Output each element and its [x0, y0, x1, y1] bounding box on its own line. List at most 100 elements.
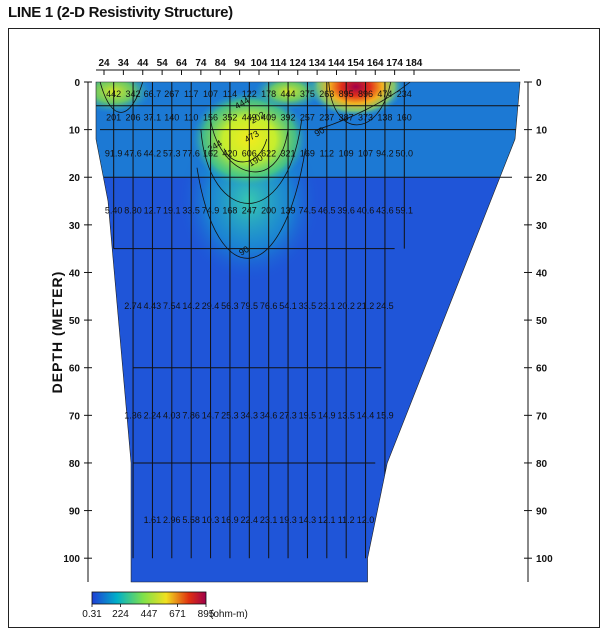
x-tick-label: 64 [176, 58, 188, 69]
cell-value: 449 [242, 113, 257, 123]
cell-value: 267 [164, 89, 179, 99]
cell-value: 352 [222, 113, 237, 123]
cell-value: 76.6 [260, 301, 278, 311]
cell-value: 34.3 [241, 410, 259, 420]
cell-value: 4.03 [163, 410, 181, 420]
cell-value: 122 [242, 89, 257, 99]
cell-value: 169 [300, 148, 315, 158]
cell-value: 107 [203, 89, 218, 99]
cell-value: 2.24 [144, 410, 162, 420]
y-tick-label-left: 0 [74, 78, 80, 89]
cell-value: 8.30 [124, 206, 142, 216]
cell-value: 622 [261, 148, 276, 158]
cell-value: 59.1 [396, 206, 414, 216]
cell-value: 112 [320, 148, 334, 158]
cell-value: 201 [106, 113, 121, 123]
cell-value: 66.7 [144, 89, 162, 99]
cell-value: 21.2 [357, 301, 375, 311]
cell-value: 23.1 [318, 301, 336, 311]
cell-value: 1.36 [124, 410, 142, 420]
y-tick-label-left: 20 [69, 173, 81, 184]
x-tick-label: 54 [157, 58, 169, 69]
colorbar-tick-label: 895 [198, 609, 215, 620]
y-axis-label: DEPTH (METER) [49, 271, 65, 394]
cell-value: 16.9 [221, 515, 239, 525]
resistivity-contour [196, 148, 306, 259]
cell-value: 178 [261, 89, 276, 99]
cell-value: 14.2 [182, 301, 200, 311]
cell-value: 50.0 [396, 148, 414, 158]
x-tick-label: 74 [195, 58, 207, 69]
cell-value: 27.3 [279, 410, 297, 420]
cell-value: 74.5 [299, 206, 317, 216]
cell-value: 44.2 [144, 148, 162, 158]
y-tick-label-right: 60 [536, 364, 548, 375]
cell-value: 4.43 [144, 301, 162, 311]
y-tick-label-left: 50 [69, 316, 81, 327]
resistivity-contour [223, 139, 268, 163]
y-tick-label-left: 70 [69, 411, 81, 422]
cell-value: 14.9 [318, 410, 336, 420]
cell-value: 7.54 [163, 301, 181, 311]
cell-value: 200 [261, 206, 276, 216]
y-tick-label-left: 30 [69, 221, 81, 232]
cell-value: 321 [281, 148, 296, 158]
y-tick-label-right: 0 [536, 78, 542, 89]
colorbar [91, 591, 207, 605]
cell-value: 5.58 [182, 515, 200, 525]
x-tick-label: 154 [348, 58, 365, 69]
resistivity-contour [99, 82, 144, 113]
cell-value: 109 [339, 148, 354, 158]
x-tick-label: 114 [270, 58, 287, 69]
cell-value: 5.40 [105, 206, 123, 216]
cell-value: 156 [203, 113, 218, 123]
y-tick-label-right: 80 [536, 459, 548, 470]
cell-value: 110 [184, 113, 198, 123]
cell-value: 237 [319, 113, 334, 123]
cell-value: 444 [281, 89, 296, 99]
cell-value: 20.2 [337, 301, 355, 311]
cell-value: 22.4 [241, 515, 259, 525]
cell-value: 23.1 [260, 515, 278, 525]
cell-value: 19.3 [279, 515, 297, 525]
resistivity-contour [210, 120, 289, 173]
colorbar-tick-label: 224 [112, 609, 129, 620]
cell-value: 24.5 [376, 301, 394, 311]
x-tick-label: 44 [137, 58, 149, 69]
y-tick-label-right: 10 [536, 126, 548, 137]
cell-value: 140 [164, 113, 179, 123]
cell-value: 57.3 [163, 148, 181, 158]
cell-value: 420 [222, 148, 237, 158]
cell-value: 74.9 [202, 206, 220, 216]
cell-value: 257 [300, 113, 315, 123]
x-tick-label: 124 [289, 58, 306, 69]
cell-value: 160 [397, 113, 412, 123]
cell-value: 10.3 [202, 515, 220, 525]
y-tick-label-left: 60 [69, 364, 81, 375]
y-tick-label-right: 30 [536, 221, 548, 232]
x-tick-label: 144 [328, 58, 345, 69]
cell-value: 13.5 [337, 410, 355, 420]
cell-value: 25.3 [221, 410, 239, 420]
x-tick-label: 134 [309, 58, 326, 69]
cell-value: 1.61 [144, 515, 162, 525]
cell-value: 162 [203, 148, 218, 158]
cell-value: 34.6 [260, 410, 278, 420]
cell-value: 896 [358, 89, 373, 99]
y-tick-label-left: 40 [69, 268, 81, 279]
cell-value: 19.1 [163, 206, 181, 216]
cell-value: 234 [397, 89, 412, 99]
y-tick-label-left: 100 [63, 554, 80, 565]
cell-value: 91.9 [105, 148, 123, 158]
x-tick-label: 34 [118, 58, 130, 69]
cell-value: 15.9 [376, 410, 394, 420]
cell-value: 14.7 [202, 410, 220, 420]
chart-frame [8, 28, 600, 628]
contour-label: 90 [313, 125, 327, 139]
cell-value: 77.6 [182, 148, 200, 158]
cell-value: 7.86 [182, 410, 200, 420]
cell-value: 168 [222, 206, 237, 216]
cell-value: 12.7 [144, 206, 162, 216]
cell-value: 895 [339, 89, 354, 99]
x-tick-label: 184 [406, 58, 423, 69]
